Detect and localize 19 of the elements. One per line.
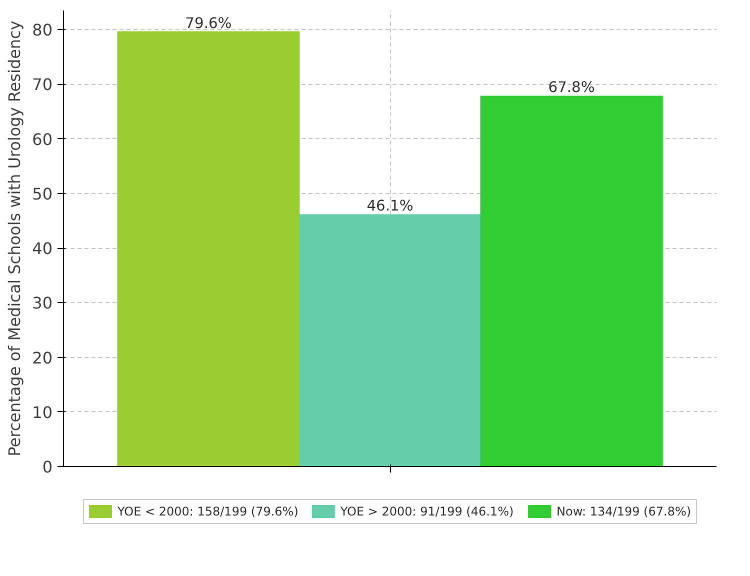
y-tick-label: 50: [32, 184, 52, 204]
bar: [480, 96, 663, 466]
bar: [298, 214, 482, 466]
y-tick-label: 0: [42, 458, 53, 476]
legend-label: YOE < 2000: 158/199 (79.6%): [116, 504, 298, 518]
y-tick-label: 80: [32, 20, 52, 40]
legend-label: YOE > 2000: 91/199 (46.1%): [339, 504, 514, 518]
y-tick-label: 60: [32, 130, 52, 149]
bar: [117, 31, 300, 466]
data-label: 67.8%: [548, 79, 595, 96]
y-tick-label: 40: [32, 239, 52, 258]
legend-label: Now: 134/199 (67.8%): [556, 504, 692, 518]
y-tick-label: 20: [32, 348, 52, 368]
y-tick-label: 70: [32, 75, 52, 94]
y-tick-label: 10: [32, 402, 52, 422]
data-label: 79.6%: [185, 14, 232, 32]
data-label: 46.1%: [366, 198, 414, 215]
y-axis-title: Percentage of Medical Schools with Urology Residency: [5, 20, 24, 456]
y-tick-label: 30: [32, 294, 52, 313]
